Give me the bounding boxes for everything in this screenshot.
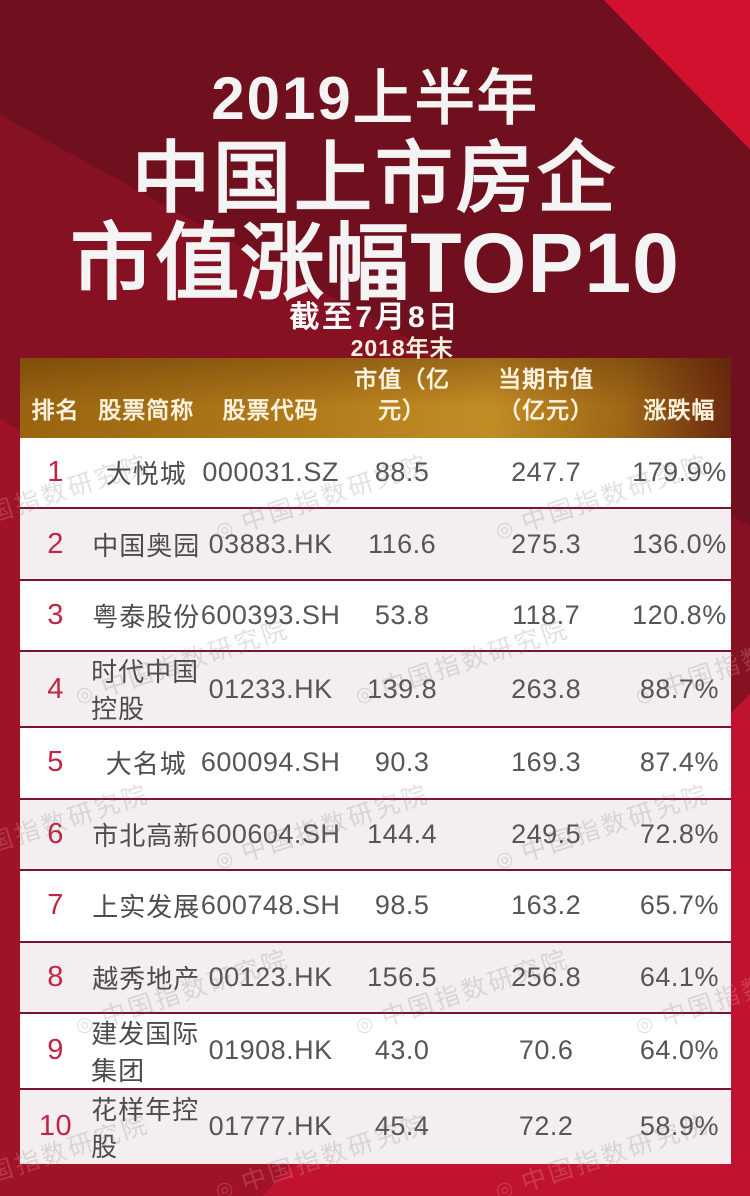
table-body: 1 大悦城 000031.SZ 88.5 247.7 179.9% 2 中国奥园… bbox=[20, 438, 731, 1164]
header-rank-label: 排名 bbox=[31, 397, 80, 423]
mv-2018-cell: 98.5 bbox=[374, 890, 430, 921]
stock-name-cell: 上实发展 bbox=[92, 892, 201, 923]
table-header-row: 排名 股票简称 股票代码 2018年末 市值（亿元） 当期市值 （亿元） 涨跌幅 bbox=[20, 335, 731, 438]
table-row: 5 大名城 600094.SH 90.3 169.3 87.4% bbox=[20, 726, 731, 798]
change-cell: 58.9% bbox=[639, 1111, 719, 1142]
mv-2018-cell: 156.5 bbox=[367, 961, 438, 992]
mv-current-cell: 72.2 bbox=[518, 1111, 574, 1142]
change-cell: 179.9% bbox=[632, 457, 727, 488]
stock-code-cell: 600393.SH bbox=[200, 600, 341, 631]
stock-name-cell: 时代中国控股 bbox=[91, 657, 200, 725]
stock-code-cell: 600604.SH bbox=[200, 818, 341, 849]
change-cell: 72.8% bbox=[639, 818, 719, 849]
mv-current-cell: 263.8 bbox=[511, 673, 582, 704]
mv-current-cell: 169.3 bbox=[511, 747, 582, 778]
mv-current-cell: 70.6 bbox=[518, 1035, 574, 1066]
stock-name-cell: 越秀地产 bbox=[92, 963, 201, 994]
stock-name-cell: 市北高新 bbox=[92, 820, 201, 851]
change-cell: 136.0% bbox=[632, 528, 727, 559]
change-cell: 65.7% bbox=[639, 890, 719, 921]
table-row: 6 市北高新 600604.SH 144.4 249.5 72.8% bbox=[20, 797, 731, 870]
mv-current-cell: 163.2 bbox=[511, 890, 582, 921]
mv-current-cell: 275.3 bbox=[511, 528, 582, 559]
stock-name-cell: 建发国际集团 bbox=[91, 1018, 200, 1086]
change-cell: 120.8% bbox=[632, 600, 727, 631]
change-cell: 64.1% bbox=[639, 961, 719, 992]
stock-code-cell: 600094.SH bbox=[200, 747, 341, 778]
rank-cell: 1 bbox=[47, 456, 64, 489]
stock-code-cell: 600748.SH bbox=[200, 890, 341, 921]
table-row: 10 花样年控股 01777.HK 45.4 72.2 58.9% bbox=[20, 1087, 731, 1164]
stock-name-cell: 中国奥园 bbox=[92, 530, 201, 561]
mv-2018-cell: 45.4 bbox=[374, 1111, 430, 1142]
header-stock-name-label: 股票简称 bbox=[98, 397, 195, 423]
cia-logo-icon: ◎ bbox=[492, 1175, 519, 1196]
mv-2018-cell: 116.6 bbox=[368, 528, 437, 559]
rank-cell: 3 bbox=[47, 599, 64, 632]
table-row: 3 粤泰股份 600393.SH 53.8 118.7 120.8% bbox=[20, 578, 731, 651]
change-cell: 87.4% bbox=[639, 747, 719, 778]
mv-2018-cell: 53.8 bbox=[374, 600, 430, 631]
stock-name-cell: 大悦城 bbox=[105, 459, 187, 490]
change-cell: 64.0% bbox=[639, 1035, 719, 1066]
rank-cell: 7 bbox=[47, 889, 64, 922]
mv-2018-cell: 90.3 bbox=[374, 747, 430, 778]
stock-name-cell: 大名城 bbox=[105, 749, 187, 780]
rank-cell: 10 bbox=[38, 1110, 73, 1143]
header-stock-code-label: 股票代码 bbox=[222, 397, 319, 423]
table-row: 9 建发国际集团 01908.HK 43.0 70.6 64.0% bbox=[20, 1011, 731, 1088]
header-mv-2018-line2: 市值（亿元） bbox=[354, 366, 451, 423]
header-change: 涨跌幅 bbox=[628, 358, 731, 438]
rank-cell: 2 bbox=[47, 527, 64, 560]
header-mv-current: 当期市值 （亿元） bbox=[464, 358, 628, 438]
table-row: 7 上实发展 600748.SH 98.5 163.2 65.7% bbox=[20, 869, 731, 941]
table-row: 2 中国奥园 03883.HK 116.6 275.3 136.0% bbox=[20, 507, 731, 579]
mv-current-cell: 247.7 bbox=[511, 457, 582, 488]
ranking-table: 排名 股票简称 股票代码 2018年末 市值（亿元） 当期市值 （亿元） 涨跌幅 bbox=[20, 335, 731, 1164]
stock-code-cell: 000031.SZ bbox=[202, 457, 339, 488]
table-row: 4 时代中国控股 01233.HK 139.8 263.8 88.7% bbox=[20, 650, 731, 727]
mv-current-cell: 256.8 bbox=[511, 961, 582, 992]
header-rank: 排名 bbox=[20, 358, 91, 438]
header-change-label: 涨跌幅 bbox=[643, 397, 716, 423]
table-row: 8 越秀地产 00123.HK 156.5 256.8 64.1% bbox=[20, 940, 731, 1012]
stock-code-cell: 01908.HK bbox=[208, 1035, 333, 1066]
stock-code-cell: 00123.HK bbox=[208, 961, 333, 992]
rank-cell: 6 bbox=[47, 817, 64, 850]
header-mv-2018-line1: 2018年末 bbox=[350, 335, 454, 361]
mv-2018-cell: 43.0 bbox=[374, 1035, 430, 1066]
cia-logo-icon: ◎ bbox=[212, 1175, 239, 1196]
header-stock-name: 股票简称 bbox=[91, 358, 201, 438]
header-mv-2018: 2018年末 市值（亿元） bbox=[340, 335, 464, 438]
rank-cell: 8 bbox=[47, 960, 64, 993]
change-cell: 88.7% bbox=[639, 673, 719, 704]
rank-cell: 5 bbox=[47, 746, 64, 779]
mv-2018-cell: 139.8 bbox=[367, 673, 438, 704]
stock-name-cell: 粤泰股份 bbox=[92, 602, 201, 633]
title-date: 截至7月8日 bbox=[289, 301, 461, 334]
header-mv-current-line1: 当期市值 bbox=[498, 366, 595, 392]
stock-code-cell: 01233.HK bbox=[208, 673, 333, 704]
mv-current-cell: 249.5 bbox=[511, 818, 582, 849]
table-row: 1 大悦城 000031.SZ 88.5 247.7 179.9% bbox=[20, 438, 731, 508]
stock-code-cell: 03883.HK bbox=[208, 528, 333, 559]
header-mv-current-line2: （亿元） bbox=[498, 397, 595, 423]
mv-2018-cell: 144.4 bbox=[367, 818, 438, 849]
rank-cell: 4 bbox=[47, 672, 64, 705]
mv-2018-cell: 88.5 bbox=[374, 457, 430, 488]
stock-code-cell: 01777.HK bbox=[208, 1111, 333, 1142]
header-stock-code: 股票代码 bbox=[201, 358, 340, 438]
rank-cell: 9 bbox=[47, 1034, 64, 1067]
mv-current-cell: 118.7 bbox=[512, 600, 581, 631]
stock-name-cell: 花样年控股 bbox=[91, 1094, 200, 1162]
